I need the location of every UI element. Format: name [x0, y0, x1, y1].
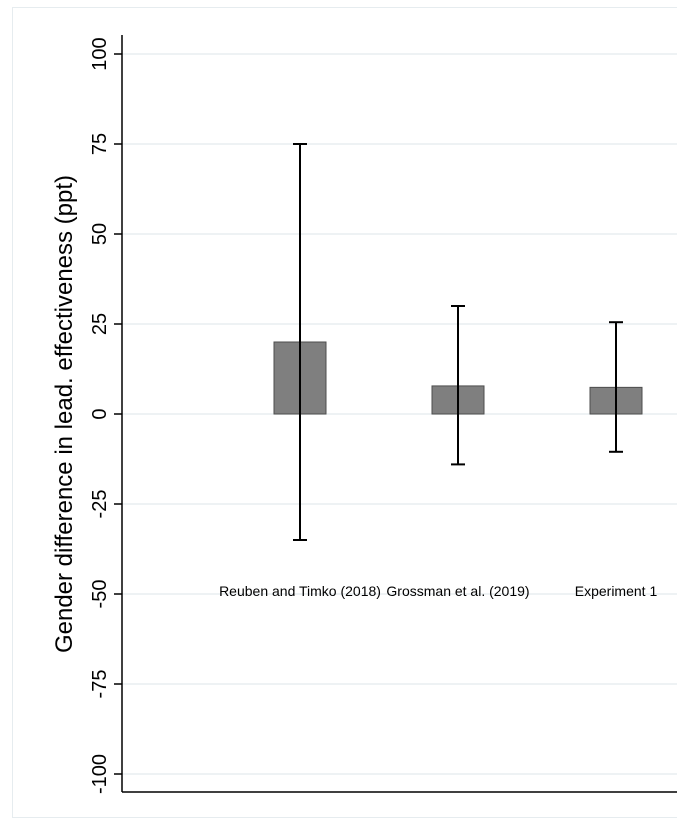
y-tick-label-8: -100: [89, 754, 111, 794]
category-label-0: Reuben and Timko (2018): [219, 583, 381, 599]
y-tick-label-5: -25: [89, 490, 111, 519]
category-label-1: Grossman et al. (2019): [386, 583, 529, 599]
y-tick-label-2: 50: [89, 223, 111, 245]
y-axis-title: Gender difference in lead. effectiveness…: [51, 175, 78, 653]
error-bars: [293, 143, 623, 541]
plot-region-border: [12, 7, 677, 818]
y-tick-label-0: 100: [89, 37, 111, 70]
category-labels: Reuben and Timko (2018) Grossman et al. (…: [219, 583, 657, 599]
y-tick-label-4: 0: [89, 408, 111, 419]
category-label-2: Experiment 1: [575, 583, 658, 599]
gridlines: [122, 53, 677, 775]
y-tick-label-6: -50: [89, 580, 111, 609]
y-tick-label-7: -75: [89, 670, 111, 699]
y-tick-label-1: 75: [89, 133, 111, 155]
y-tick-label-3: 25: [89, 313, 111, 335]
y-ticks: 100 75 50 25 0 -25 -50 -75 -100: [89, 37, 122, 794]
